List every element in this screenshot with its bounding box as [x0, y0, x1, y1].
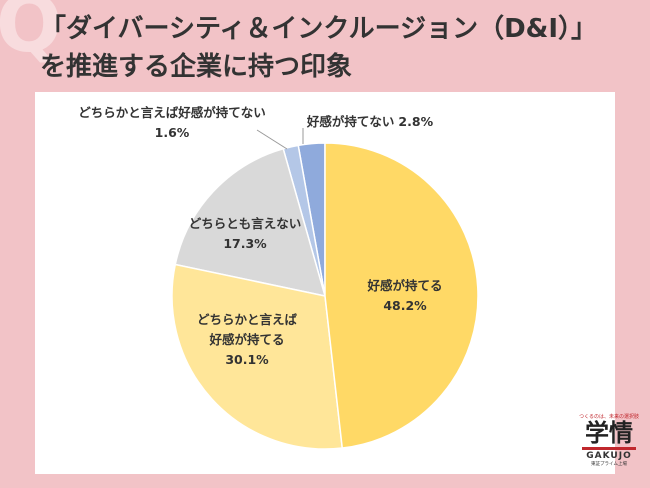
category-label: どちらかと言えば好感が持てる [196, 312, 297, 347]
brand-logo: つくるのは、未来の選択肢 学情 GAKUJO 東証プライム上場 [572, 413, 646, 467]
brand-listing: 東証プライム上場 [591, 462, 627, 467]
value-label: 30.1% [225, 352, 269, 367]
pie-slice [324, 142, 479, 449]
chart-title: 「ダイバーシティ＆インクルージョン（D&I）」を推進する企業に持つ印象 [40, 14, 598, 82]
category-label: 好感が持てる [367, 278, 443, 293]
value-label: 17.3% [223, 236, 267, 251]
value-label: 1.6% [154, 125, 190, 140]
brand-name-en: GAKUJO [586, 451, 632, 461]
pie-slice [174, 147, 327, 297]
chart [171, 128, 479, 450]
brand-name: 学情 [585, 419, 633, 447]
value-label: 48.2% [383, 298, 427, 313]
category-label: どちらとも言えない [188, 216, 302, 231]
category-label: どちらかと言えば好感が持てない [78, 105, 266, 120]
category-label: 好感が持てない [306, 114, 395, 129]
brand-bar [582, 447, 636, 450]
value-label: 2.8% [398, 114, 434, 129]
slice-label: 好感が持てる 48.2% [345, 276, 465, 316]
leader-line [256, 129, 288, 150]
slice-label: どちらとも言えない 17.3% [175, 214, 315, 254]
slice-label: どちらかと言えば好感が持てる 30.1% [182, 310, 312, 370]
chart-panel: 好感が持てる 48.2% どちらかと言えば好感が持てる 30.1% どちらとも言えない 1… [35, 92, 615, 474]
pie-slice [171, 263, 344, 450]
brand-tagline: つくるのは、未来の選択肢 [579, 414, 639, 420]
slice-label: どちらかと言えば好感が持てない 1.6% [72, 103, 272, 143]
slice-label: 好感が持てない 2.8% [270, 112, 470, 132]
watermark: Q [0, 0, 63, 70]
